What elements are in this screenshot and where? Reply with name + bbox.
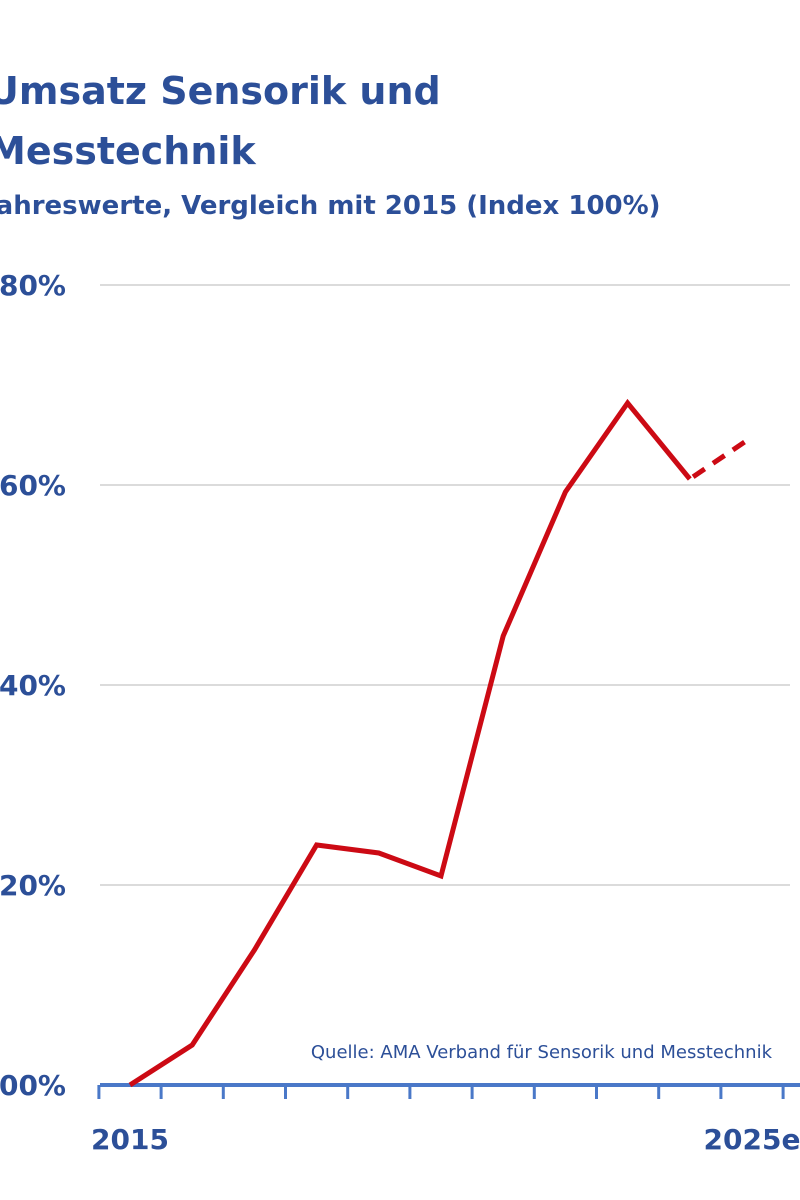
x-tick-label: 2025e — [704, 1123, 800, 1156]
y-tick-label: 180% — [0, 269, 66, 302]
data-line — [128, 398, 692, 1088]
y-tick-label: 120% — [0, 869, 66, 902]
estimate-line — [688, 434, 754, 482]
y-tick-label: 140% — [0, 669, 66, 702]
source-note: Quelle: AMA Verband für Sensorik und Mes… — [311, 1042, 773, 1063]
chart-title: Umsatz Sensorik und — [0, 69, 441, 113]
x-tick-label: 2015 — [91, 1123, 169, 1156]
chart-subtitle: Jahreswerte, Vergleich mit 2015 (Index 1… — [0, 191, 661, 221]
y-tick-label: 100% — [0, 1069, 66, 1102]
y-tick-label: 160% — [0, 469, 66, 502]
chart-title: Messtechnik — [0, 129, 256, 173]
